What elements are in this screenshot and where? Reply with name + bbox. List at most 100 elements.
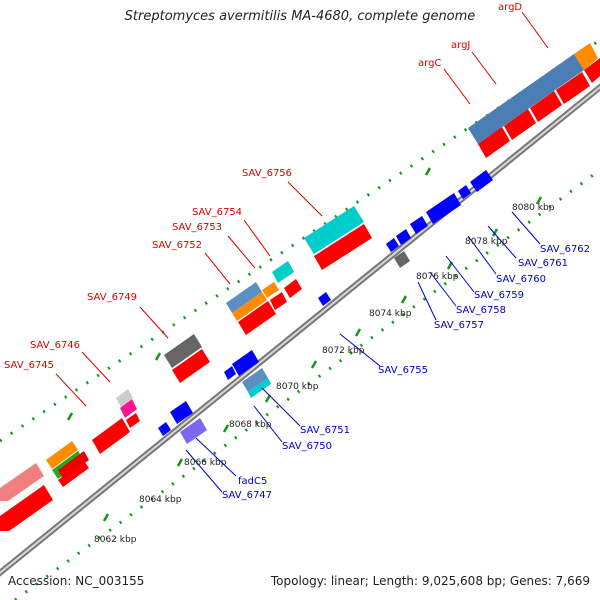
gene-label-sav6761[interactable]: SAV_6761	[518, 258, 568, 269]
gene-label-sav6756[interactable]: SAV_6756	[242, 168, 292, 179]
gene-block-fadC5	[180, 418, 207, 444]
kbp-label: 8062 kbp	[94, 535, 137, 545]
kbp-label: 8078 kbp	[465, 237, 508, 247]
connector-argD	[521, 11, 549, 49]
genome-backbone-highlight	[0, 85, 600, 575]
tick-8080	[535, 196, 543, 205]
connector-sav6758	[429, 271, 457, 307]
gene-label-sav6750[interactable]: SAV_6750	[282, 441, 332, 452]
tick-upper-1	[66, 412, 74, 421]
gene-block-sav6755	[318, 292, 331, 306]
connector-sav6747	[185, 449, 223, 493]
kbp-label: 8074 kbp	[369, 309, 412, 319]
gene-block-argD-orange	[574, 43, 598, 70]
connector-fadC5	[195, 437, 237, 477]
cds-sav6756	[314, 224, 372, 270]
kbp-label: 8066 kbp	[184, 458, 227, 468]
gene-block-sav6751-cyan	[248, 378, 271, 398]
gene-label-sav6746[interactable]: SAV_6746	[30, 340, 80, 351]
gene-block-sav6749-grey	[164, 334, 202, 368]
tick-8074	[400, 295, 408, 304]
gene-block-magenta	[120, 399, 137, 418]
cds-sav6752	[238, 301, 276, 335]
connector-sav6750	[253, 405, 283, 443]
genome-summary: Topology: linear; Length: 9,025,608 bp; …	[270, 574, 590, 588]
gene-block-grey-small	[116, 389, 133, 407]
connector-sav6760	[467, 235, 497, 275]
kbp-label: 8072 kbp	[322, 346, 365, 356]
gene-label-sav6760[interactable]: SAV_6760	[496, 274, 546, 285]
gene-block-sav6753	[262, 282, 279, 298]
gene-label-sav6755[interactable]: SAV_6755	[378, 365, 428, 376]
gene-block-sav6758	[410, 216, 428, 234]
gene-block-sav6747-arrow	[158, 422, 171, 436]
connector-sav6757	[417, 281, 437, 321]
cds-sav6746	[58, 451, 89, 479]
connector-sav6759	[445, 255, 475, 293]
cds-argJ-b	[530, 91, 562, 122]
gene-label-sav6745[interactable]: SAV_6745	[4, 360, 54, 371]
gene-label-sav6752[interactable]: SAV_6752	[152, 240, 202, 251]
bottom-label-connectors	[185, 211, 541, 493]
connector-sav6761	[487, 225, 517, 259]
gene-label-sav6751[interactable]: SAV_6751	[300, 425, 350, 436]
gene-label-argJ[interactable]: argJ	[451, 40, 470, 51]
gene-label-argD[interactable]: argD	[498, 2, 522, 13]
gene-label-sav6747[interactable]: SAV_6747	[222, 490, 272, 501]
gene-block-sav6745-pink	[0, 463, 44, 501]
gene-label-sav6759[interactable]: SAV_6759	[474, 290, 524, 301]
gene-label-sav6758[interactable]: SAV_6758	[456, 305, 506, 316]
top-strand-features	[0, 43, 600, 531]
connector-sav6746	[81, 351, 111, 383]
accession-label: Accession: NC_003155	[8, 574, 145, 588]
top-label-connectors	[55, 11, 549, 407]
connector-sav6749	[139, 306, 169, 339]
gene-label-sav6754[interactable]: SAV_6754	[192, 207, 242, 218]
connector-sav6753	[227, 235, 256, 269]
cds-sav6754	[284, 279, 302, 298]
cds-argC	[478, 127, 510, 158]
gene-block-sav6756-cyan	[304, 206, 364, 254]
kbp-label: 8064 kbp	[139, 495, 182, 505]
gene-label-argC[interactable]: argC	[418, 58, 441, 69]
cds-argD-tail	[584, 58, 600, 83]
connector-sav6756	[287, 181, 323, 217]
cds-small	[126, 413, 140, 428]
gene-label-sav6749[interactable]: SAV_6749	[87, 292, 137, 303]
kbp-label: 8070 kbp	[276, 382, 319, 392]
gene-label-sav6762[interactable]: SAV_6762	[540, 244, 590, 255]
gene-label-fadC5[interactable]: fadC5	[238, 476, 267, 487]
cds-sav6749-a	[92, 418, 130, 454]
gene-block-sav6760	[458, 185, 471, 199]
tick-8062	[102, 513, 110, 522]
tick-8064	[176, 458, 184, 467]
gene-block-sav6750	[232, 350, 259, 376]
tick-8078	[491, 228, 499, 237]
connector-sav6745	[55, 373, 87, 407]
tick-8066	[222, 424, 230, 433]
kbp-label: 8080 kbp	[512, 203, 555, 213]
tick-8068	[264, 394, 272, 403]
gene-block-sav6752-orange	[232, 292, 267, 321]
connector-argC	[443, 68, 471, 105]
gene-label-sav6757[interactable]: SAV_6757	[434, 320, 484, 331]
cds-sav6749	[172, 349, 210, 383]
gene-block-sav6759	[426, 193, 461, 224]
tick-8070	[310, 360, 318, 369]
gene-block-sav6757-a	[386, 238, 399, 252]
connector-argJ	[471, 51, 497, 85]
connector-sav6762	[511, 211, 541, 245]
connector-sav6751	[261, 387, 301, 427]
cds-argD	[556, 72, 590, 104]
gene-label-sav6753[interactable]: SAV_6753	[172, 222, 222, 233]
map-title: Streptomyces avermitilis MA-4680, comple…	[124, 9, 476, 24]
gene-block-sav6752-blue	[226, 282, 262, 313]
kbp-label: 8068 kbp	[229, 420, 272, 430]
gene-block-sav6750-arrow	[224, 366, 236, 380]
tick-upper-5	[424, 167, 432, 176]
gene-block-sav6746-orange	[46, 441, 78, 469]
gene-block-sav6747	[170, 401, 193, 424]
connector-sav6755	[339, 333, 381, 367]
cds-argJ-a	[504, 109, 536, 140]
